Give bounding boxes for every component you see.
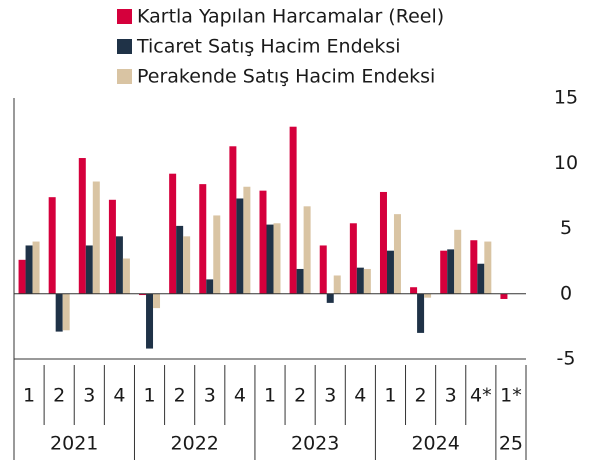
bar [356,267,364,294]
y-tick-label: 15 [554,87,578,109]
bar [386,250,394,294]
legend-label: Perakende Satış Hacim Endeksi [137,66,435,88]
x-tick-label: 2 [174,385,186,407]
bar [379,191,387,294]
bar [410,287,418,294]
legend-swatch [117,69,132,84]
bar [206,279,214,294]
bar [319,245,327,294]
bar [326,293,334,303]
bar [454,229,462,294]
bar [169,173,177,294]
bar [393,214,401,294]
x-group-label: 2024 [411,433,459,455]
bar [477,263,485,294]
bar [500,293,508,299]
y-tick-label: 0 [560,282,572,304]
bar [447,249,455,294]
x-tick-label: 1 [143,385,155,407]
bar [32,241,40,294]
x-group-label: 25 [499,433,523,455]
bar [289,126,297,294]
bar [139,293,147,296]
x-tick-label: 2 [294,385,306,407]
bar [440,250,448,294]
y-tick-label: 5 [560,217,572,239]
x-tick-label: 1 [23,385,35,407]
bar [108,199,116,294]
bar [18,259,26,294]
bar [25,245,33,294]
x-tick-label: 4* [470,385,492,407]
bar [92,181,100,294]
x-tick-label: 2 [53,385,65,407]
legend-swatch [117,39,132,54]
x-tick-label: 2 [415,385,427,407]
bar [484,241,492,294]
y-tick-label: 10 [554,152,578,174]
bar [146,293,154,349]
bar [55,293,63,332]
bar [363,268,371,294]
bar [85,245,93,294]
bar [273,223,281,294]
x-group-label: 2021 [50,433,98,455]
x-tick-label: 3 [445,385,457,407]
bar [470,240,478,294]
x-tick-label: 4 [113,385,125,407]
x-tick-label: 3 [83,385,95,407]
x-tick-label: 3 [204,385,216,407]
bar [417,293,425,333]
bar [153,293,161,309]
bar [424,293,432,298]
bar [333,275,341,294]
x-tick-label: 4 [234,385,246,407]
bar [229,146,237,294]
legend-label: Kartla Yapılan Harcamalar (Reel) [137,6,444,28]
bar [236,198,244,294]
x-group-label: 2022 [171,433,219,455]
x-tick-label: 1 [384,385,396,407]
bar [183,236,191,294]
bar [122,258,130,294]
bar [266,224,274,294]
bar [115,236,123,294]
bar [78,158,86,294]
x-tick-label: 1 [264,385,276,407]
x-group-label: 2023 [291,433,339,455]
bar [303,206,311,294]
bar [349,223,357,294]
bar [259,190,267,294]
bar [176,225,184,294]
legend-label: Ticaret Satış Hacim Endeksi [136,36,401,58]
bar [296,268,304,294]
bar [48,197,56,294]
x-tick-label: 3 [324,385,336,407]
legend-swatch [117,9,132,24]
bar [213,215,221,294]
bar [62,293,70,331]
y-tick-label: -5 [557,348,576,370]
bar [199,184,207,294]
x-tick-label: 1* [500,385,522,407]
bar [243,186,251,294]
x-tick-label: 4 [354,385,366,407]
